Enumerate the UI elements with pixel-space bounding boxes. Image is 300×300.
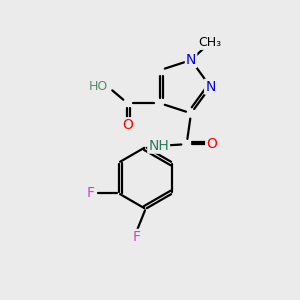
Text: N: N <box>186 53 196 67</box>
Text: F: F <box>87 186 95 200</box>
Text: O: O <box>122 118 133 132</box>
Text: NH: NH <box>148 139 169 153</box>
Text: CH₃: CH₃ <box>199 36 222 49</box>
Text: N: N <box>205 80 215 94</box>
Text: HO: HO <box>88 80 108 93</box>
Text: F: F <box>133 230 141 244</box>
Text: O: O <box>206 137 217 151</box>
